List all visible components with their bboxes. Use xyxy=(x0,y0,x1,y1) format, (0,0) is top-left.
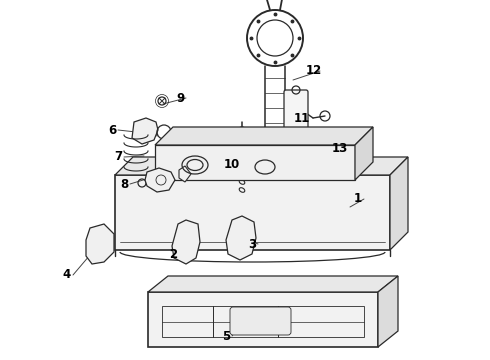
Text: 4: 4 xyxy=(63,269,71,282)
Polygon shape xyxy=(155,127,373,145)
Text: 8: 8 xyxy=(120,177,128,190)
Text: 6: 6 xyxy=(108,123,116,136)
Polygon shape xyxy=(132,118,158,144)
Polygon shape xyxy=(155,145,355,180)
Text: 11: 11 xyxy=(294,112,310,125)
Polygon shape xyxy=(314,138,342,150)
Text: 13: 13 xyxy=(332,141,348,154)
Polygon shape xyxy=(145,168,175,192)
Text: 5: 5 xyxy=(222,329,230,342)
Polygon shape xyxy=(226,216,256,260)
Polygon shape xyxy=(86,224,114,264)
FancyBboxPatch shape xyxy=(230,307,291,335)
Text: 1: 1 xyxy=(354,193,362,206)
Polygon shape xyxy=(390,157,408,250)
Polygon shape xyxy=(179,166,191,182)
Polygon shape xyxy=(148,292,378,347)
Text: 12: 12 xyxy=(306,64,322,77)
FancyBboxPatch shape xyxy=(284,90,308,132)
Polygon shape xyxy=(378,276,398,347)
Polygon shape xyxy=(172,220,200,264)
Polygon shape xyxy=(115,157,408,175)
Text: 10: 10 xyxy=(224,158,240,171)
Text: 7: 7 xyxy=(114,150,122,163)
FancyBboxPatch shape xyxy=(261,131,289,147)
Text: 3: 3 xyxy=(248,238,256,251)
Text: 9: 9 xyxy=(176,91,184,104)
Polygon shape xyxy=(148,276,398,292)
Polygon shape xyxy=(355,127,373,180)
Text: 2: 2 xyxy=(169,248,177,261)
Polygon shape xyxy=(115,175,390,250)
